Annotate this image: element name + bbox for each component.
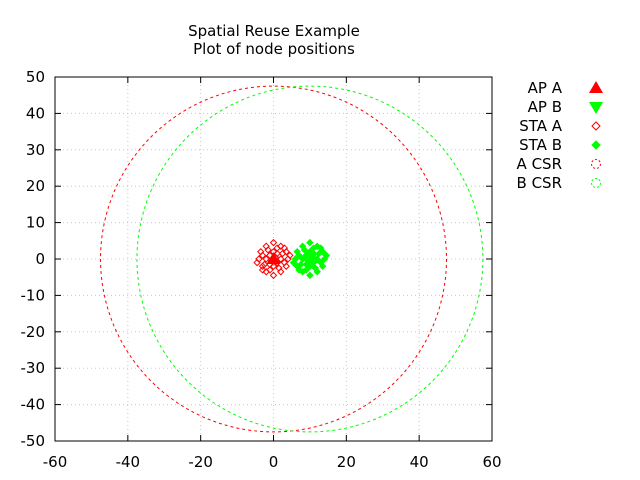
sta-a-point bbox=[269, 271, 278, 280]
legend-marker-ap-b bbox=[589, 102, 603, 114]
y-tick-label: -20 bbox=[21, 323, 46, 341]
sta-b-point bbox=[311, 264, 320, 272]
y-tick-label: -50 bbox=[21, 432, 46, 450]
sta-b-point bbox=[289, 258, 298, 267]
y-tick-label: 30 bbox=[26, 141, 45, 159]
sta-a-point bbox=[277, 242, 285, 250]
sta-a-point bbox=[275, 264, 283, 272]
x-tick-label: 20 bbox=[337, 453, 356, 471]
sta-b-point bbox=[315, 249, 323, 258]
sta-b-point bbox=[300, 246, 309, 254]
csr-circles bbox=[100, 85, 484, 433]
sta-a-point bbox=[258, 262, 267, 270]
y-tick-label: 20 bbox=[26, 177, 45, 195]
sta-a-point bbox=[273, 249, 281, 258]
legend-marker-sta-b bbox=[591, 140, 601, 150]
sta-b-point bbox=[302, 251, 310, 260]
axes: -60 -40 -20 0 20 40 60 -50 -40 -30 -20 -10 0 10 20 30 40… bbox=[21, 68, 502, 471]
sta-b-point bbox=[322, 251, 331, 260]
sta-a-point bbox=[266, 266, 274, 274]
x-tick-label: -40 bbox=[116, 453, 141, 471]
sta-a-point bbox=[269, 238, 278, 247]
sta-b-point bbox=[309, 258, 318, 267]
sta-a-point bbox=[280, 258, 289, 267]
sta-a-point bbox=[258, 251, 267, 260]
sta-a-point bbox=[262, 255, 270, 263]
y-tick-label: 0 bbox=[35, 250, 45, 268]
sta-b-point bbox=[298, 255, 307, 263]
y-tick-label: -40 bbox=[21, 396, 46, 414]
a-csr-circle bbox=[100, 85, 447, 433]
plot-frame bbox=[54, 76, 493, 442]
sta-b-point bbox=[295, 266, 303, 274]
sta-b-point bbox=[297, 260, 305, 269]
sta-b-point bbox=[309, 249, 318, 258]
sta-a-point bbox=[286, 251, 294, 260]
sta-b-point bbox=[306, 271, 314, 280]
sta-b-point bbox=[295, 251, 303, 260]
sta-a-point bbox=[266, 251, 274, 260]
legend-label-sta-b: STA B bbox=[519, 136, 562, 154]
sta-b-point bbox=[302, 260, 310, 269]
legend-label-sta-a: STA A bbox=[519, 117, 563, 135]
sta-b-point bbox=[306, 248, 314, 256]
legend-marker-a-csr bbox=[591, 159, 601, 169]
y-tick-label: 50 bbox=[26, 68, 45, 86]
y-tick-label: -30 bbox=[21, 359, 46, 377]
y-tick-label: 40 bbox=[26, 104, 45, 122]
x-tick-label: 60 bbox=[482, 453, 501, 471]
sta-a-point bbox=[266, 260, 274, 269]
sta-b-point bbox=[317, 244, 325, 252]
legend-label-ap-a: AP A bbox=[528, 79, 563, 97]
x-tick-label: 40 bbox=[410, 453, 429, 471]
b-csr-circle bbox=[136, 85, 484, 433]
legend-marker-ap-a bbox=[589, 81, 603, 93]
sta-b-point bbox=[317, 258, 325, 267]
sta-b-point bbox=[302, 266, 310, 274]
sta-a-point bbox=[277, 255, 285, 263]
sta-b-point bbox=[306, 238, 314, 247]
sta-a-point bbox=[269, 248, 278, 256]
data-points bbox=[253, 238, 331, 280]
y-tick-label: 10 bbox=[26, 214, 45, 232]
x-tick-label: -60 bbox=[43, 453, 68, 471]
sta-a-point bbox=[260, 260, 269, 269]
x-tick-label: -20 bbox=[188, 453, 213, 471]
legend-marker-b-csr bbox=[591, 178, 601, 188]
legend-label-ap-b: AP B bbox=[528, 98, 562, 116]
sta-a-point bbox=[280, 244, 289, 252]
sta-a-point bbox=[258, 266, 267, 274]
grid bbox=[55, 77, 492, 441]
sta-a-point bbox=[264, 246, 272, 254]
sta-a-point bbox=[278, 249, 287, 258]
y-tick-label: -10 bbox=[21, 286, 46, 304]
sta-b-point bbox=[313, 255, 321, 263]
legend-marker-sta-a bbox=[591, 121, 601, 131]
sta-a-point bbox=[253, 258, 261, 267]
chart-title: Spatial Reuse Example bbox=[188, 22, 360, 40]
x-tick-label: 0 bbox=[269, 453, 279, 471]
legend-label-a-csr: A CSR bbox=[517, 155, 562, 173]
chart-subtitle: Plot of node positions bbox=[193, 40, 355, 58]
sta-a-point bbox=[273, 258, 281, 267]
legend-label-b-csr: B CSR bbox=[517, 174, 562, 192]
